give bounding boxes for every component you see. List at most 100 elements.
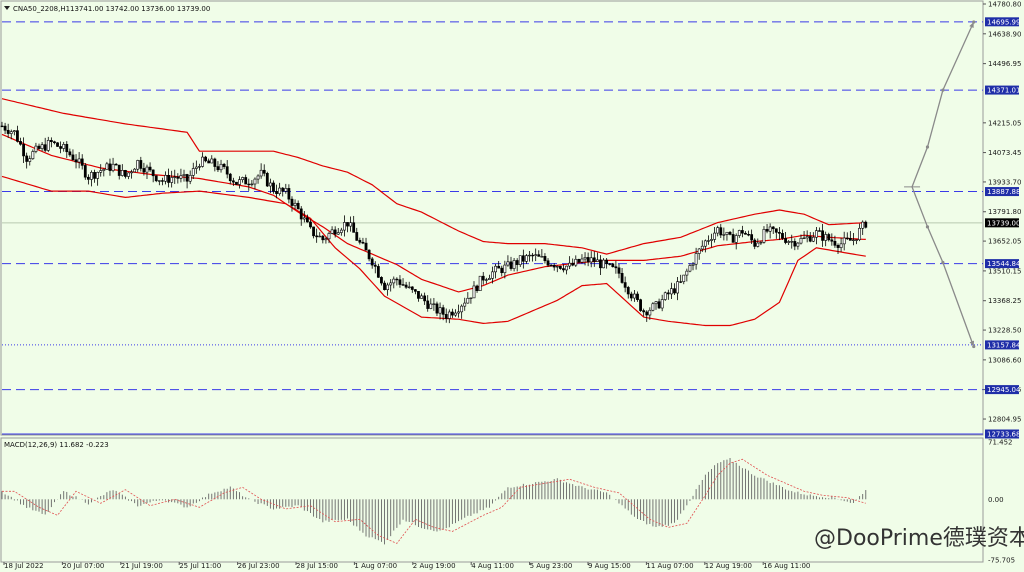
candle-body [623,282,627,288]
candle-body [497,265,501,269]
level-price-box [985,340,1019,350]
candle-body [793,241,797,247]
candle-body [534,254,538,256]
candle-body [491,271,494,279]
candle-body [466,297,470,304]
candle-body [37,145,41,149]
price-tick-label: 13368.25 [988,297,1021,305]
candle-body [77,158,81,163]
projection-down-line [911,186,975,347]
candle-body [784,238,787,243]
candle-body [484,279,488,281]
candle-body [651,303,655,311]
candle-body [43,144,47,151]
candle-body [447,311,451,319]
projection-point [941,260,945,265]
candle-body [682,274,686,282]
candle-body [500,267,504,274]
candle-body [333,229,337,235]
candle-body [509,261,513,269]
candle-body [475,285,479,291]
candle-body [99,170,103,173]
candle-body [111,163,115,171]
candle-body [309,221,312,228]
price-tick-label: 13933.70 [988,178,1021,186]
candle-body [380,277,383,284]
candle-body [531,254,535,257]
candle-body [725,231,729,235]
candle-body [207,160,211,164]
level-price-box [985,259,1019,269]
candle-body [235,181,238,185]
price-tick-label: 14073.45 [988,149,1021,157]
candle-body [756,242,760,247]
candle-body [768,226,772,232]
candle-body [145,166,149,173]
candle-body [861,221,865,229]
macd-histogram [1,458,867,545]
candle-body [182,174,186,176]
candle-body [744,232,747,235]
candle-body [151,169,155,177]
time-tick-label: 28 Jul 15:00 [296,562,338,570]
candle-body [626,287,630,295]
candle-body [450,311,454,316]
candle-body [707,240,710,242]
candle-body [204,156,208,162]
candle-body [691,263,695,266]
candle-body [40,144,44,149]
time-tick-label: 26 Jul 23:00 [238,562,280,570]
candle-body [521,255,525,262]
candle-body [488,278,491,280]
candle-body [574,258,578,266]
projection-up-line [911,21,975,188]
candle-body [454,312,457,316]
candle-body [605,259,609,265]
candle-body [811,236,815,242]
candle-body [302,217,306,220]
dropdown-triangle-icon[interactable] [4,6,10,10]
candle-body [750,234,754,241]
candle-body [259,169,263,177]
time-tick-label: 18 Jul 2022 [4,562,44,570]
chart-header: CNA50_2208,H1 13741.00 13742.00 13736.00… [4,5,210,13]
candle-body [28,158,32,162]
time-tick-label: 16 Aug 11:00 [763,562,810,570]
candle-body [293,202,297,206]
candle-body [9,131,13,134]
candle-body [142,168,146,173]
candle-body [238,179,241,185]
candle-body [549,264,553,267]
candle-body [670,288,673,295]
candle-body [299,208,303,220]
candle-body [774,228,778,233]
candle-body [478,275,482,291]
time-tick-label: 9 Aug 15:00 [588,562,631,570]
time-tick-label: 1 Aug 07:00 [354,562,397,570]
candle-body [90,172,93,180]
candle-body [676,281,679,294]
candle-body [154,175,158,182]
candle-body [420,295,423,299]
candle-body [231,180,235,183]
bollinger-bands [1,98,866,327]
candle-body [830,239,834,242]
time-axis: 18 Jul 2022 20 Jul 07:00 21 Jul 19:00 25 Ju… [3,562,810,570]
time-tick-label: 5 Aug 23:00 [530,562,573,570]
candle-body [250,183,254,186]
candle-body [525,255,528,262]
candle-body [700,245,704,250]
candle-body [777,232,781,234]
candle-body [225,166,229,175]
level-price-label: 13887.88 [987,188,1020,196]
price-tick-label: 13652.05 [988,238,1021,246]
candle-body [173,176,177,178]
price-tick-label: 14215.05 [988,119,1021,127]
candle-body [441,307,445,315]
candle-body [330,229,334,234]
candle-body [713,232,717,240]
candle-body [247,183,251,186]
price-tick-label: 14638.90 [988,30,1021,38]
